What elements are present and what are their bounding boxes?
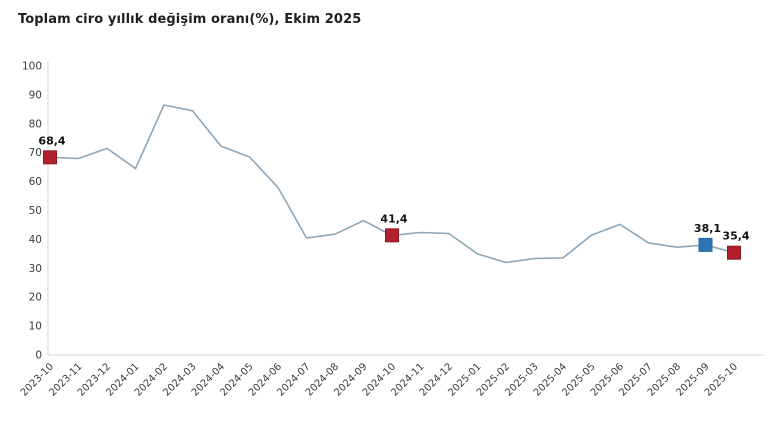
data-label-2024-10: 41,4 — [380, 212, 407, 225]
data-label-2025-10: 35,4 — [722, 230, 749, 243]
y-axis-tick-label: 80 — [29, 118, 42, 130]
y-axis-tick-label: 10 — [29, 321, 42, 333]
chart-title: Toplam ciro yıllık değişim oranı(%), Eki… — [18, 12, 362, 27]
y-axis-tick-label: 0 — [35, 350, 42, 362]
data-label-2025-09: 38,1 — [694, 222, 721, 235]
highlight-marker-2025-10 — [727, 245, 741, 260]
y-axis-tick-label: 60 — [29, 176, 42, 188]
y-axis-tick-label: 40 — [29, 234, 42, 246]
y-axis-tick-label: 20 — [29, 292, 42, 304]
y-axis-tick-label: 90 — [29, 89, 42, 101]
data-label-2023-10: 68,4 — [38, 134, 65, 147]
y-axis-tick-label: 50 — [29, 205, 42, 217]
y-axis-tick-label: 100 — [22, 61, 42, 73]
highlight-marker-2023-10 — [43, 150, 57, 165]
highlight-marker-2024-10 — [385, 228, 399, 243]
y-axis-tick-label: 70 — [29, 147, 42, 159]
y-axis-tick-label: 30 — [29, 263, 42, 275]
highlight-marker-2025-09 — [698, 237, 713, 252]
